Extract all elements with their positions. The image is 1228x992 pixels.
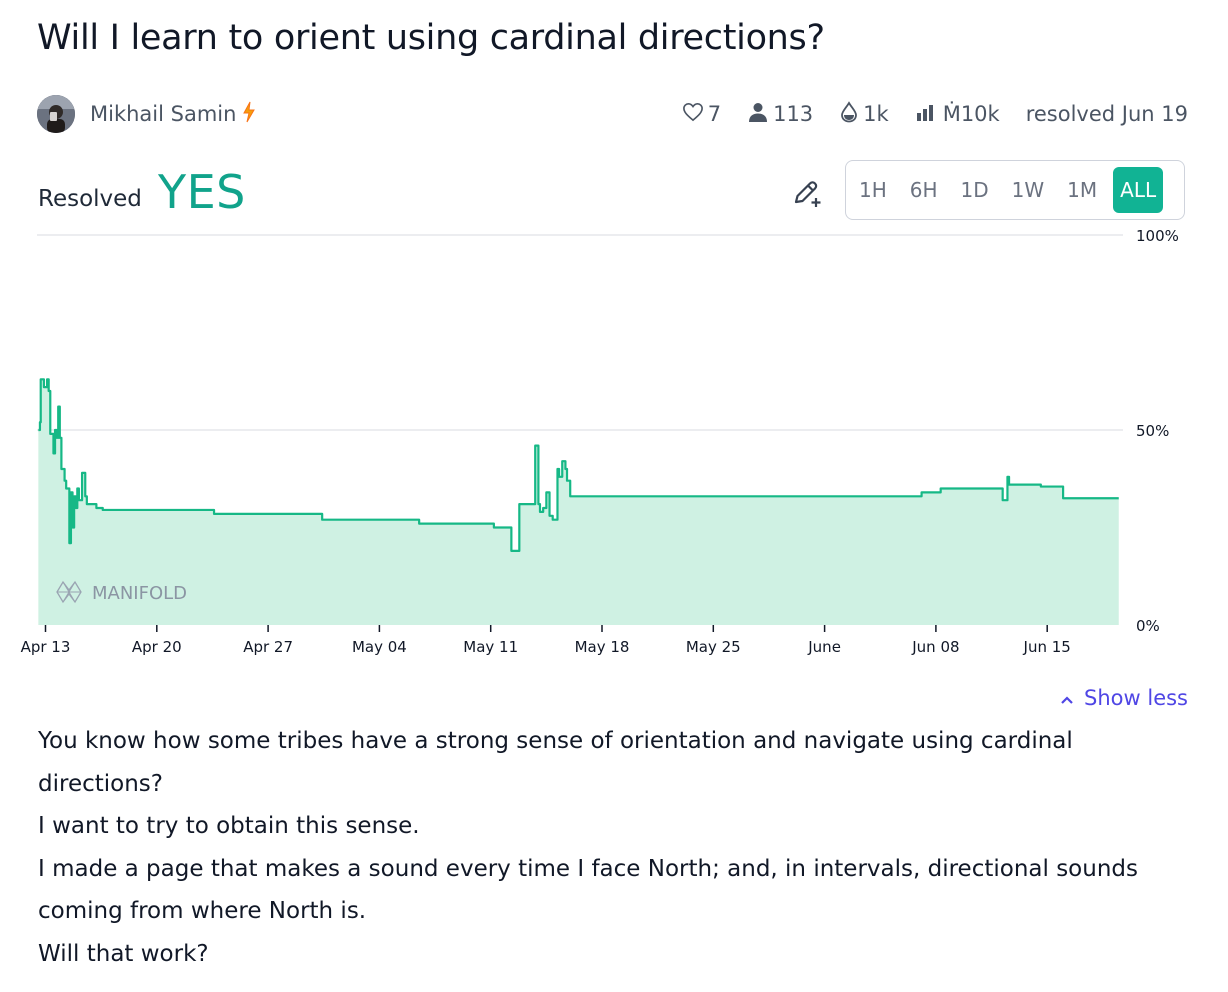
bolt-icon bbox=[242, 101, 256, 127]
volume-stat[interactable]: Ṁ10k bbox=[915, 102, 1000, 127]
show-less-button[interactable]: Show less bbox=[1060, 686, 1188, 710]
resolution-label: Resolved bbox=[38, 186, 142, 212]
chevron-up-icon bbox=[1060, 686, 1084, 710]
range-1d-button[interactable]: 1D bbox=[960, 178, 989, 202]
y-tick-label: 0% bbox=[1136, 617, 1160, 635]
range-1w-button[interactable]: 1W bbox=[1011, 178, 1045, 202]
user-icon bbox=[747, 101, 773, 128]
y-tick-label: 50% bbox=[1136, 422, 1169, 440]
probability-area bbox=[38, 379, 1119, 625]
author-row: Mikhail Samin bbox=[37, 94, 256, 134]
x-tick-label: Jun 08 bbox=[911, 638, 959, 656]
range-all-button[interactable]: ALL bbox=[1113, 167, 1164, 213]
x-tick-label: Apr 27 bbox=[243, 638, 293, 656]
resolution-value: YES bbox=[158, 165, 246, 219]
edit-pencil-plus-icon[interactable] bbox=[790, 176, 824, 210]
question-title: Will I learn to orient using cardinal di… bbox=[37, 18, 825, 58]
manifold-logo-icon bbox=[56, 580, 82, 604]
x-tick-label: Apr 20 bbox=[132, 638, 182, 656]
probability-line bbox=[38, 378, 1119, 552]
likes-count: 7 bbox=[707, 102, 722, 126]
show-less-label: Show less bbox=[1084, 686, 1188, 710]
x-tick-label: June bbox=[807, 638, 841, 656]
probability-chart[interactable]: MANIFOLD 100% 50% 0% Apr 13 Apr 20 Apr 27 May… bbox=[0, 225, 1228, 665]
description-paragraph: I made a page that makes a sound every t… bbox=[38, 855, 1138, 925]
x-tick-label: May 18 bbox=[575, 638, 630, 656]
y-tick-label: 100% bbox=[1136, 227, 1179, 245]
avatar[interactable] bbox=[37, 95, 75, 133]
likes-stat[interactable]: 7 bbox=[682, 102, 721, 127]
volume-amount: Ṁ10k bbox=[942, 102, 1000, 126]
description-paragraph: Will that work? bbox=[38, 940, 209, 967]
liquidity-amount: 1k bbox=[863, 102, 889, 126]
market-description: You know how some tribes have a strong s… bbox=[38, 720, 1188, 975]
liquidity-stat[interactable]: 1k bbox=[839, 100, 889, 128]
avatar-image bbox=[37, 95, 75, 133]
time-range-selector: 1H 6H 1D 1W 1M ALL bbox=[845, 160, 1185, 220]
x-tick-label: Jun 15 bbox=[1023, 638, 1071, 656]
resolved-date-text: resolved Jun 19 bbox=[1025, 102, 1188, 126]
x-tick-label: May 11 bbox=[463, 638, 518, 656]
traders-stat[interactable]: 113 bbox=[747, 101, 813, 128]
range-1h-button[interactable]: 1H bbox=[859, 178, 887, 202]
description-paragraph: You know how some tribes have a strong s… bbox=[38, 728, 1073, 797]
description-paragraph: I want to try to obtain this sense. bbox=[38, 813, 420, 839]
droplet-icon bbox=[839, 100, 863, 128]
range-6h-button[interactable]: 6H bbox=[909, 178, 938, 202]
x-tick-label: Apr 13 bbox=[21, 638, 71, 656]
author-name[interactable]: Mikhail Samin bbox=[90, 102, 237, 126]
watermark-text: MANIFOLD bbox=[92, 583, 187, 604]
manifold-watermark: MANIFOLD bbox=[56, 580, 187, 604]
range-1m-button[interactable]: 1M bbox=[1067, 178, 1098, 202]
resolved-date: resolved Jun 19 bbox=[1026, 102, 1188, 126]
bar-chart-icon bbox=[915, 102, 943, 127]
x-tick-label: May 04 bbox=[352, 638, 407, 656]
market-stats: 7 113 1k Ṁ10k resolved Jun 19 bbox=[656, 96, 1188, 132]
heart-icon bbox=[682, 102, 708, 127]
traders-count: 113 bbox=[773, 102, 814, 126]
x-tick-label: May 25 bbox=[686, 638, 741, 656]
